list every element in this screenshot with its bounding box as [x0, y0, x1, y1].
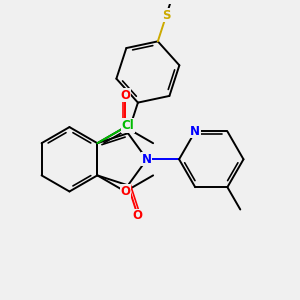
Text: O: O	[133, 209, 143, 222]
Text: S: S	[162, 9, 170, 22]
Text: Cl: Cl	[122, 119, 134, 132]
Text: N: N	[142, 153, 152, 166]
Text: N: N	[190, 125, 200, 138]
Text: O: O	[120, 88, 130, 102]
Text: O: O	[120, 185, 130, 198]
